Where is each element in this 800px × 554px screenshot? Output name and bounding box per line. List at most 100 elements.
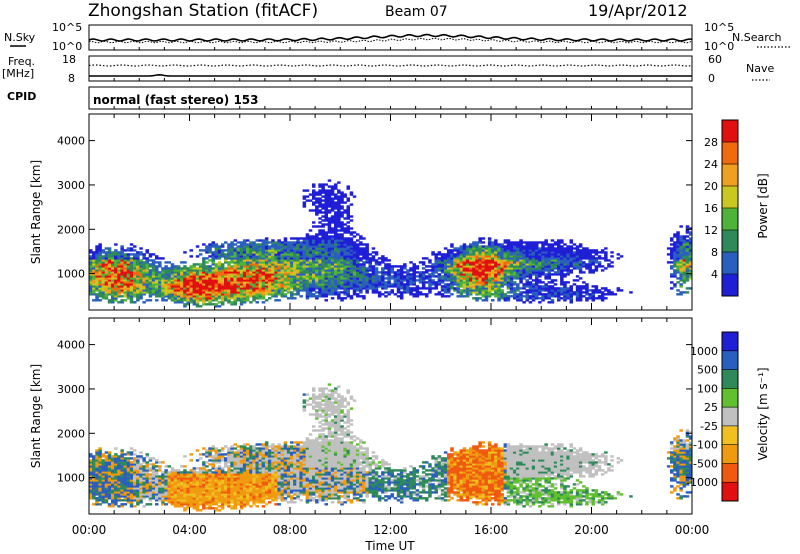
power-cell (120, 269, 124, 272)
velocity-cell (133, 485, 137, 488)
power-cell (597, 295, 602, 298)
power-cell (469, 269, 473, 272)
power-cell (346, 275, 350, 278)
power-cell (456, 275, 460, 278)
velocity-cell (170, 483, 175, 486)
power-cell (359, 277, 363, 280)
power-cell (434, 259, 438, 262)
power-cell (202, 275, 206, 278)
power-cell (337, 243, 341, 246)
power-cell (136, 271, 140, 274)
power-cell (104, 281, 109, 284)
power-cell (334, 251, 338, 254)
velocity-cell (120, 481, 124, 484)
velocity-cell (126, 469, 131, 472)
power-cell (264, 237, 269, 240)
power-cell (365, 271, 369, 274)
power-cell (211, 263, 215, 266)
power-cell (396, 281, 401, 284)
power-cell (324, 259, 328, 262)
power-cell (318, 221, 322, 224)
power-cell (497, 255, 501, 258)
power-cell (114, 279, 118, 282)
power-cell (274, 277, 278, 280)
power-cell (440, 271, 445, 274)
power-cell (547, 289, 551, 292)
power-cell (487, 247, 492, 250)
power-cell (472, 249, 476, 252)
power-cell (151, 285, 156, 288)
power-cell (412, 279, 416, 282)
velocity-cell (98, 487, 102, 490)
power-cell (535, 259, 539, 262)
power-cell (387, 273, 391, 276)
power-cell (330, 247, 335, 250)
power-cell (569, 295, 573, 298)
velocity-cell (151, 491, 156, 494)
power-cell (283, 259, 288, 262)
power-cell (334, 203, 338, 206)
power-cell (296, 253, 300, 256)
power-cell (371, 283, 376, 286)
power-cell (516, 265, 520, 268)
velocity-cell (111, 475, 115, 478)
power-cell (249, 267, 253, 270)
power-cell (472, 283, 476, 286)
power-cell (428, 273, 432, 276)
velocity-cell (129, 489, 134, 492)
power-cell (516, 257, 520, 260)
power-cell (305, 199, 310, 202)
power-cell (553, 253, 558, 256)
power-cell (296, 273, 300, 276)
power-cell (506, 277, 511, 280)
power-cell (98, 257, 102, 260)
power-cell (374, 279, 379, 282)
power-cell (685, 235, 690, 238)
velocity-cell (98, 491, 102, 494)
power-cell (164, 295, 168, 298)
power-cell (500, 293, 504, 296)
power-cell (211, 271, 215, 274)
power-cell (321, 241, 325, 244)
velocity-cell (95, 493, 99, 496)
power-cell (535, 293, 539, 296)
power-cell (277, 293, 281, 296)
power-cell (167, 295, 171, 298)
velocity-cell (117, 477, 121, 480)
power-cell (252, 265, 256, 268)
power-cell (315, 199, 319, 202)
power-cell (111, 295, 115, 298)
power-cell (522, 283, 526, 286)
power-cell (343, 231, 347, 234)
power-cell (359, 247, 363, 250)
power-cell (133, 293, 137, 296)
power-cell (528, 269, 533, 272)
power-cell (198, 253, 203, 256)
power-cell (280, 249, 285, 252)
power-cell (484, 269, 489, 272)
power-cell (318, 283, 322, 286)
power-cell (484, 283, 489, 286)
power-cell (220, 277, 225, 280)
power-cell (246, 293, 250, 296)
power-cell (359, 273, 363, 276)
power-cell (321, 229, 325, 232)
power-cell (585, 285, 589, 288)
power-cell (334, 265, 338, 268)
power-cell (494, 277, 498, 280)
power-cell (679, 243, 683, 246)
power-cell (239, 285, 244, 288)
power-cell (111, 259, 115, 262)
power-cell (387, 279, 391, 282)
power-cell (114, 293, 118, 296)
power-cell (321, 287, 325, 290)
power-cell (497, 247, 501, 250)
power-cell (155, 275, 159, 278)
power-cell (685, 273, 690, 276)
power-cell (456, 257, 460, 260)
velocity-cell (95, 477, 99, 480)
power-cell (538, 271, 542, 274)
power-cell (305, 257, 310, 260)
power-cell (550, 251, 555, 254)
velocity-cell (95, 473, 99, 476)
